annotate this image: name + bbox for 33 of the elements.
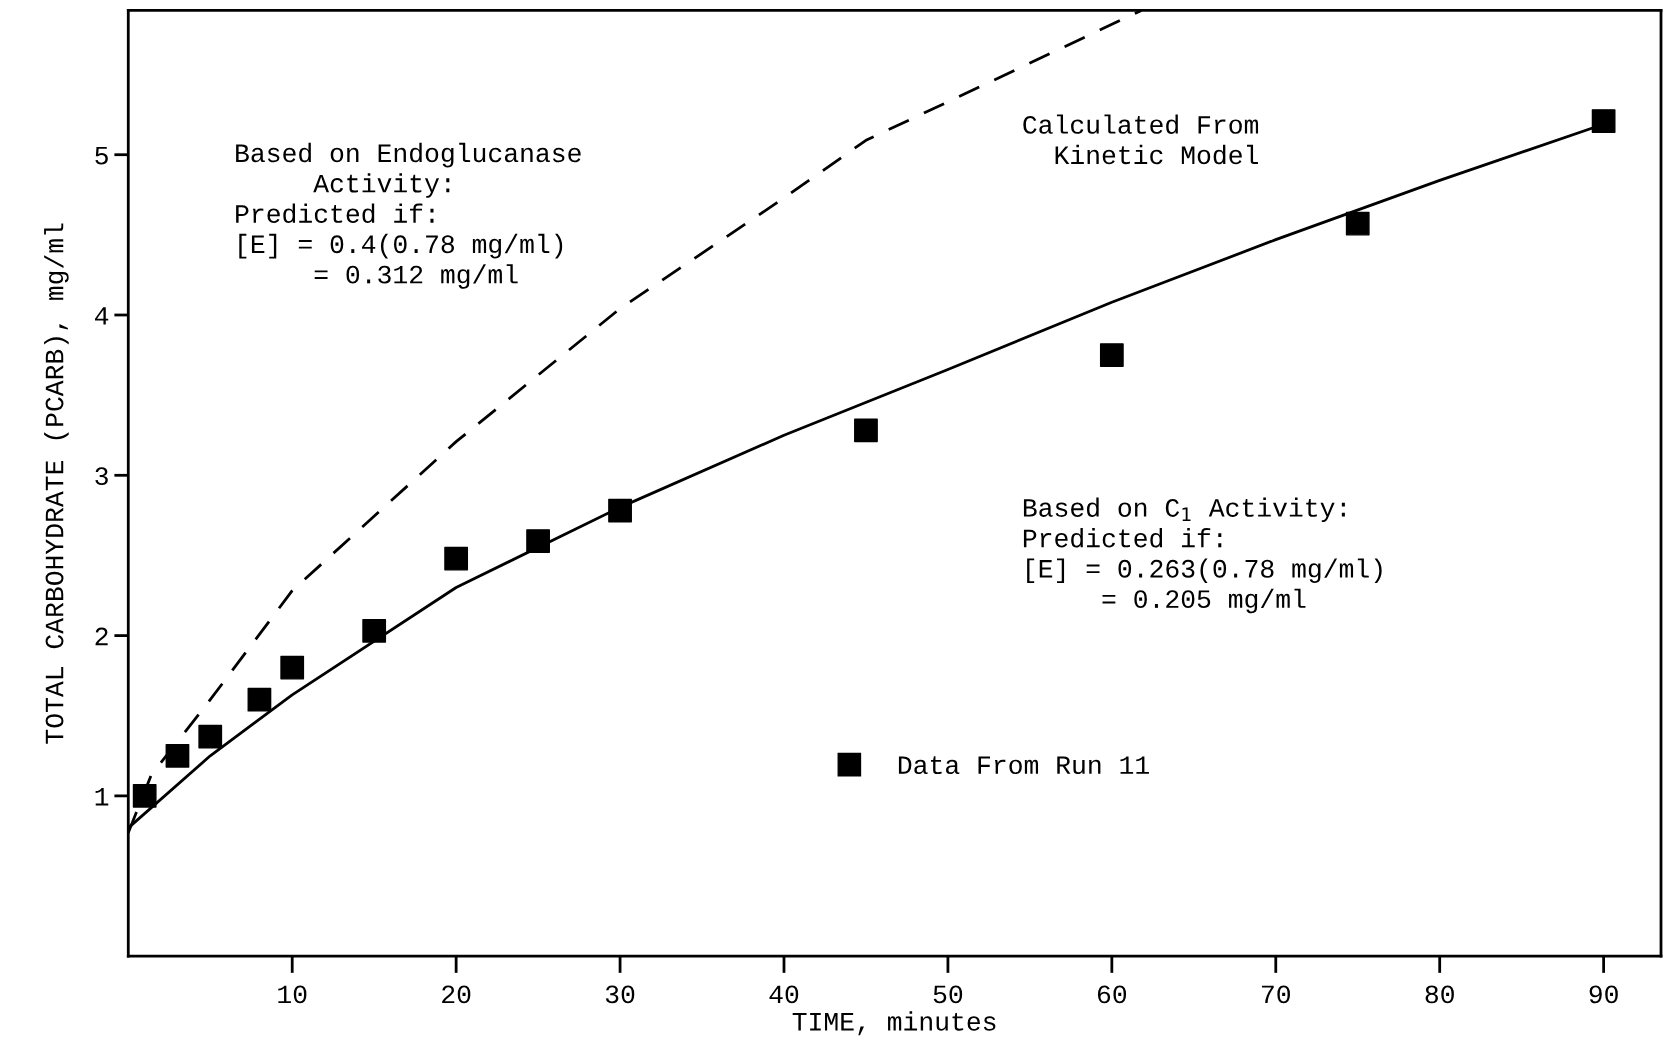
annotation: Calculated From Kinetic Model — [1023, 114, 1259, 165]
x-tick-label: 70 — [1261, 985, 1290, 1004]
point — [247, 687, 272, 712]
y-axis-title: TOTAL CARBOHYDRATE (PCARB), mg/ml — [44, 223, 69, 744]
point — [362, 618, 387, 643]
y-tick-label: 2 — [95, 627, 108, 646]
x-tick-label: 50 — [933, 985, 963, 1004]
point — [608, 498, 632, 523]
point — [165, 743, 190, 768]
point — [132, 783, 157, 808]
annotation: Based on Endoglucanase Activity: Predicted if: [E] = 0.4(0.78 mg/ml) = 0.312 mg/ml — [236, 142, 581, 289]
x-tick-label: 40 — [769, 985, 799, 1004]
point — [1345, 211, 1370, 236]
point — [1099, 343, 1124, 367]
legend-label: Data From Run 11 — [898, 756, 1149, 775]
point — [280, 655, 305, 680]
y-tick-label: 5 — [95, 146, 108, 165]
point — [526, 529, 550, 553]
x-tick-label: 30 — [605, 985, 635, 1004]
x-tick-label: 60 — [1097, 985, 1127, 1004]
annotation: Based on C$_{1}$ Activity: Predicted if: [E] = 0.263(0.78 mg/ml) = 0.205 mg/ml — [1023, 497, 1382, 614]
x-axis-title: TIME, minutes — [792, 1011, 996, 1036]
x-tick-label: 90 — [1589, 985, 1618, 1004]
y-tick-label: 1 — [95, 788, 109, 806]
y-tick-label: 4 — [95, 307, 109, 325]
x-tick-label: 10 — [278, 985, 307, 1004]
point — [854, 418, 878, 443]
point — [198, 724, 223, 749]
y-tick-label: 3 — [95, 467, 108, 486]
x-tick-label: 20 — [442, 985, 471, 1004]
x-tick-label: 80 — [1425, 985, 1454, 1004]
point — [1591, 109, 1616, 133]
point — [444, 546, 469, 571]
